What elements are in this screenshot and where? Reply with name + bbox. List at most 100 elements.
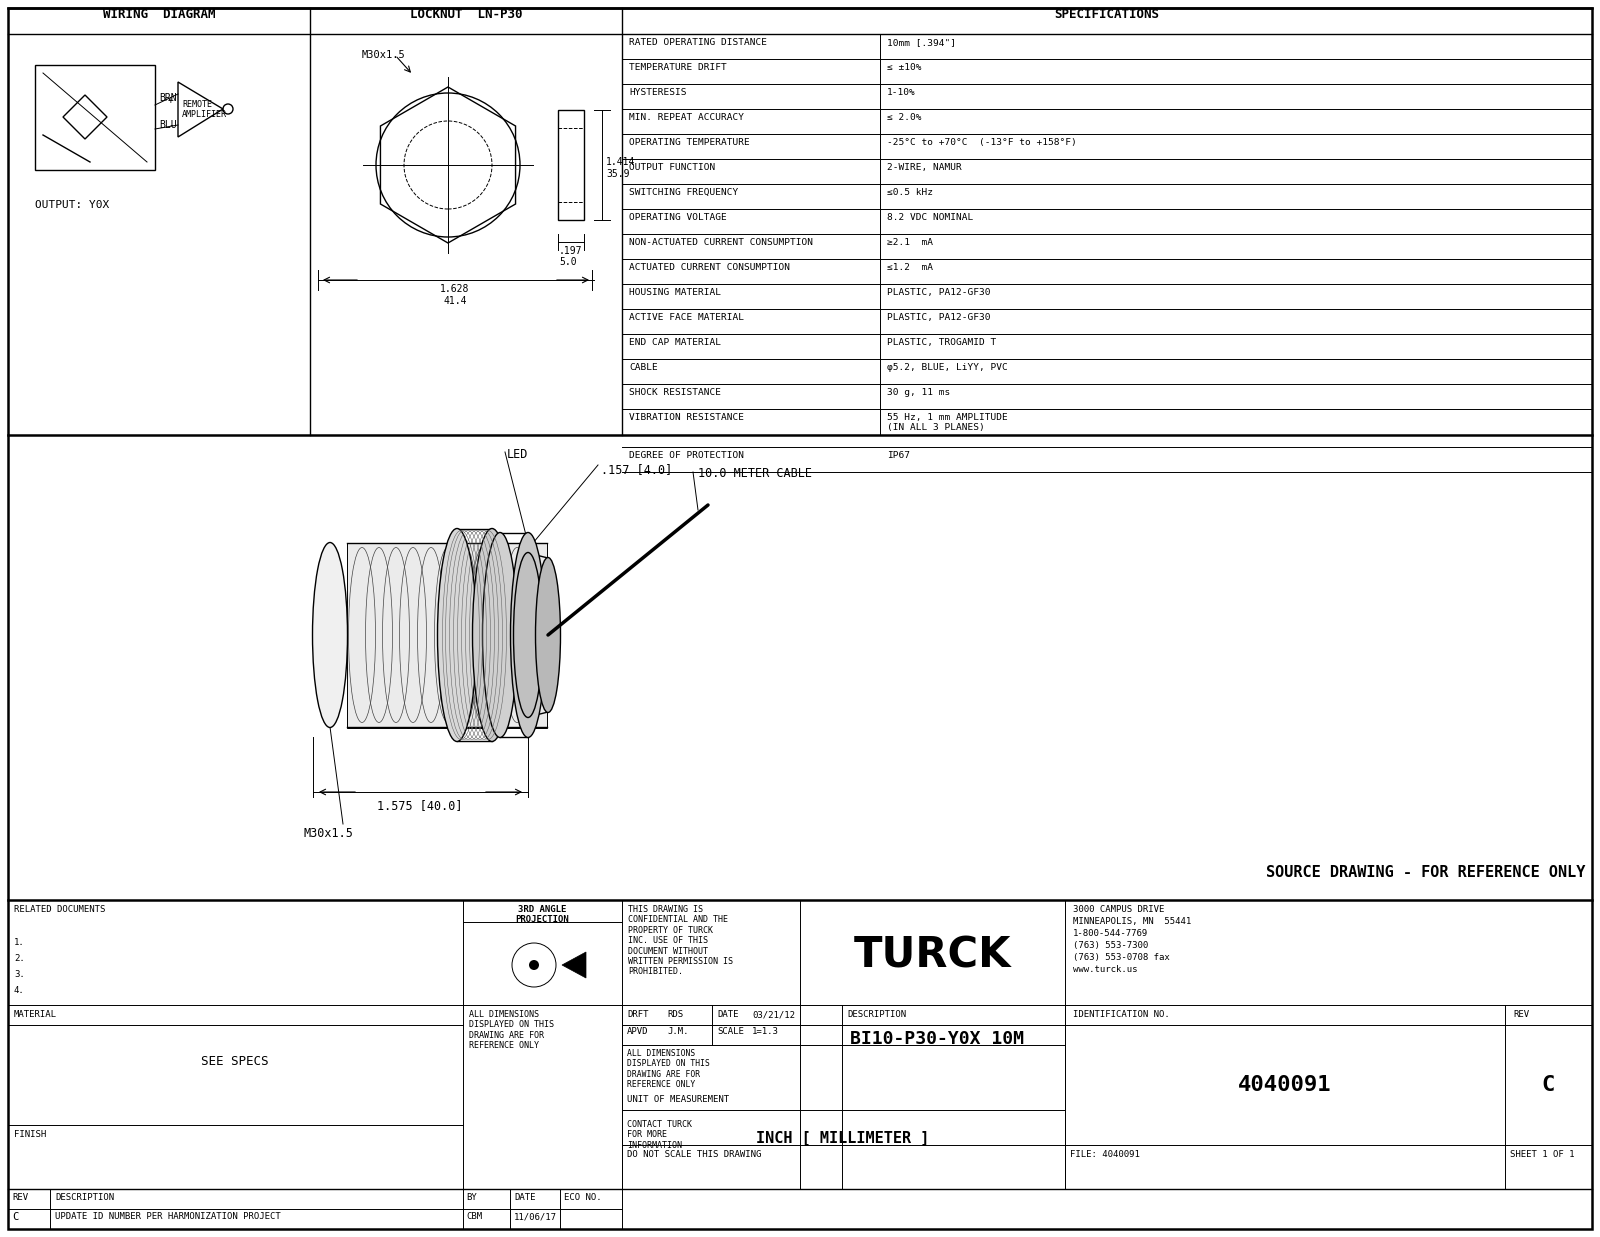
Text: BRN: BRN — [158, 93, 176, 103]
Text: RDS: RDS — [667, 1009, 683, 1019]
Text: SWITCHING FREQUENCY: SWITCHING FREQUENCY — [629, 188, 738, 197]
Text: 5.0: 5.0 — [558, 257, 576, 267]
Text: FINISH: FINISH — [14, 1131, 46, 1139]
Text: .157 [4.0]: .157 [4.0] — [602, 463, 672, 476]
Text: 30 g, 11 ms: 30 g, 11 ms — [886, 388, 950, 397]
Text: 03/21/12: 03/21/12 — [752, 1009, 795, 1019]
Text: IP67: IP67 — [886, 452, 910, 460]
Text: BY: BY — [466, 1192, 477, 1202]
Text: NON-ACTUATED CURRENT CONSUMPTION: NON-ACTUATED CURRENT CONSUMPTION — [629, 238, 813, 247]
Text: PLASTIC, PA12-GF30: PLASTIC, PA12-GF30 — [886, 313, 990, 322]
Text: LED: LED — [507, 448, 528, 461]
Text: 8.2 VDC NOMINAL: 8.2 VDC NOMINAL — [886, 213, 973, 221]
Text: OPERATING TEMPERATURE: OPERATING TEMPERATURE — [629, 139, 750, 147]
Polygon shape — [562, 952, 586, 978]
Bar — [558, 110, 584, 220]
Text: DRFT: DRFT — [627, 1009, 648, 1019]
Text: MINNEAPOLIS, MN  55441: MINNEAPOLIS, MN 55441 — [1074, 917, 1192, 927]
Text: OPERATING VOLTAGE: OPERATING VOLTAGE — [629, 213, 726, 221]
Text: BLU: BLU — [158, 120, 176, 130]
Text: (763) 553-0708 fax: (763) 553-0708 fax — [1074, 952, 1170, 962]
Text: CBM: CBM — [466, 1212, 482, 1221]
Text: M30x1.5: M30x1.5 — [362, 49, 406, 61]
Bar — [347, 543, 547, 729]
Text: IDENTIFICATION NO.: IDENTIFICATION NO. — [1074, 1009, 1170, 1019]
Bar — [35, 66, 155, 169]
Text: 3000 CAMPUS DRIVE: 3000 CAMPUS DRIVE — [1074, 905, 1165, 914]
Ellipse shape — [510, 532, 546, 737]
Ellipse shape — [472, 528, 512, 741]
Text: 11/06/17: 11/06/17 — [514, 1212, 557, 1221]
Text: 1-10%: 1-10% — [886, 88, 915, 96]
Text: ACTUATED CURRENT CONSUMPTION: ACTUATED CURRENT CONSUMPTION — [629, 263, 790, 272]
Text: 1.575 [40.0]: 1.575 [40.0] — [378, 799, 462, 811]
Text: OUTPUT: Y0X: OUTPUT: Y0X — [35, 200, 109, 210]
Text: REV: REV — [13, 1192, 29, 1202]
Text: SPECIFICATIONS: SPECIFICATIONS — [1054, 7, 1160, 21]
Text: LOCKNUT  LN-P30: LOCKNUT LN-P30 — [410, 7, 522, 21]
Text: ≤ 2.0%: ≤ 2.0% — [886, 113, 922, 122]
Text: DESCRIPTION: DESCRIPTION — [846, 1009, 906, 1019]
Text: THIS DRAWING IS
CONFIDENTIAL AND THE
PROPERTY OF TURCK
INC. USE OF THIS
DOCUMENT: THIS DRAWING IS CONFIDENTIAL AND THE PRO… — [627, 905, 733, 976]
Text: C: C — [13, 1212, 18, 1222]
Text: .197: .197 — [558, 246, 582, 256]
Text: 1.: 1. — [14, 938, 24, 948]
Text: ≤0.5 kHz: ≤0.5 kHz — [886, 188, 933, 197]
Text: -25°C to +70°C  (-13°F to +158°F): -25°C to +70°C (-13°F to +158°F) — [886, 139, 1077, 147]
Text: END CAP MATERIAL: END CAP MATERIAL — [629, 338, 722, 348]
Text: UNIT OF MEASUREMENT: UNIT OF MEASUREMENT — [627, 1095, 730, 1103]
Text: PLASTIC, TROGAMID T: PLASTIC, TROGAMID T — [886, 338, 997, 348]
Text: CABLE: CABLE — [629, 362, 658, 372]
Text: WIRING  DIAGRAM: WIRING DIAGRAM — [102, 7, 216, 21]
Text: DEGREE OF PROTECTION: DEGREE OF PROTECTION — [629, 452, 744, 460]
Text: ALL DIMENSIONS
DISPLAYED ON THIS
DRAWING ARE FOR
REFERENCE ONLY: ALL DIMENSIONS DISPLAYED ON THIS DRAWING… — [469, 1009, 554, 1050]
Text: HOUSING MATERIAL: HOUSING MATERIAL — [629, 288, 722, 297]
Text: TURCK: TURCK — [853, 934, 1011, 976]
Text: 3.: 3. — [14, 970, 24, 978]
Text: 1=1.3: 1=1.3 — [752, 1027, 779, 1037]
Text: MATERIAL: MATERIAL — [14, 1009, 58, 1019]
Text: 2-WIRE, NAMUR: 2-WIRE, NAMUR — [886, 163, 962, 172]
Text: MIN. REPEAT ACCURACY: MIN. REPEAT ACCURACY — [629, 113, 744, 122]
Text: φ5.2, BLUE, LiYY, PVC: φ5.2, BLUE, LiYY, PVC — [886, 362, 1008, 372]
Text: SCALE: SCALE — [717, 1027, 744, 1037]
Text: TEMPERATURE DRIFT: TEMPERATURE DRIFT — [629, 63, 726, 72]
Text: APVD: APVD — [627, 1027, 648, 1037]
Ellipse shape — [536, 558, 560, 713]
Text: +: + — [168, 95, 174, 105]
Text: 41.4: 41.4 — [443, 296, 467, 306]
Text: REMOTE
AMPLIFIER: REMOTE AMPLIFIER — [182, 100, 227, 120]
Text: OUTPUT FUNCTION: OUTPUT FUNCTION — [629, 163, 715, 172]
Text: RATED OPERATING DISTANCE: RATED OPERATING DISTANCE — [629, 38, 766, 47]
Text: -: - — [168, 120, 174, 130]
Text: DATE: DATE — [717, 1009, 739, 1019]
Text: ≤ ±10%: ≤ ±10% — [886, 63, 922, 72]
Text: 4040091: 4040091 — [1238, 1075, 1331, 1095]
Text: 10mm [.394"]: 10mm [.394"] — [886, 38, 957, 47]
Ellipse shape — [483, 532, 517, 737]
Text: SHOCK RESISTANCE: SHOCK RESISTANCE — [629, 388, 722, 397]
Text: DESCRIPTION: DESCRIPTION — [54, 1192, 114, 1202]
Text: J.M.: J.M. — [667, 1027, 688, 1037]
Text: C: C — [1541, 1075, 1555, 1095]
Text: ALL DIMENSIONS
DISPLAYED ON THIS
DRAWING ARE FOR
REFERENCE ONLY: ALL DIMENSIONS DISPLAYED ON THIS DRAWING… — [627, 1049, 710, 1090]
Circle shape — [530, 960, 539, 970]
Text: www.turck.us: www.turck.us — [1074, 965, 1138, 974]
Text: FILE: 4040091: FILE: 4040091 — [1070, 1150, 1139, 1159]
Text: DATE: DATE — [514, 1192, 536, 1202]
Text: PLASTIC, PA12-GF30: PLASTIC, PA12-GF30 — [886, 288, 990, 297]
Text: (763) 553-7300: (763) 553-7300 — [1074, 941, 1149, 950]
Text: SEE SPECS: SEE SPECS — [202, 1055, 269, 1068]
Text: 55 Hz, 1 mm AMPLITUDE
(IN ALL 3 PLANES): 55 Hz, 1 mm AMPLITUDE (IN ALL 3 PLANES) — [886, 413, 1008, 433]
Text: 4.: 4. — [14, 986, 24, 995]
Text: ≤1.2  mA: ≤1.2 mA — [886, 263, 933, 272]
Ellipse shape — [514, 553, 542, 717]
Text: 35.9: 35.9 — [606, 169, 629, 179]
Text: ≥2.1  mA: ≥2.1 mA — [886, 238, 933, 247]
Text: 2.: 2. — [14, 954, 24, 962]
Text: 10.0 METER CABLE: 10.0 METER CABLE — [698, 468, 813, 480]
Ellipse shape — [437, 528, 477, 741]
Text: 1-800-544-7769: 1-800-544-7769 — [1074, 929, 1149, 938]
Text: INCH [ MILLIMETER ]: INCH [ MILLIMETER ] — [757, 1131, 930, 1145]
Text: SOURCE DRAWING - FOR REFERENCE ONLY: SOURCE DRAWING - FOR REFERENCE ONLY — [1266, 865, 1586, 880]
